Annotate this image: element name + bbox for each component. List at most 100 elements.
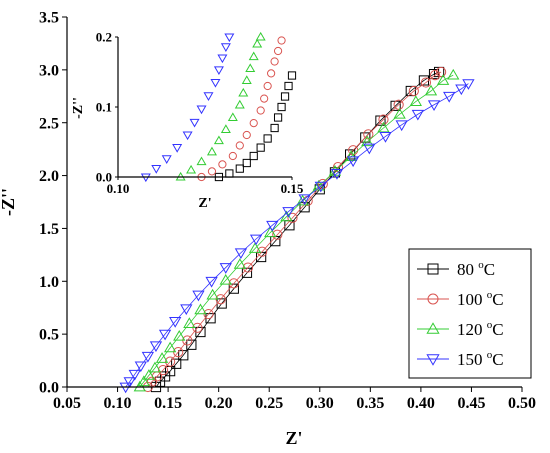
main-data-point bbox=[155, 352, 169, 363]
main-y-tick-label: 2.0 bbox=[39, 168, 59, 185]
main-series-line bbox=[155, 71, 440, 388]
inset-data-point bbox=[252, 38, 263, 48]
main-data-point bbox=[330, 169, 344, 180]
main-y-tick-label: 1.0 bbox=[39, 274, 59, 291]
main-data-point bbox=[150, 381, 162, 393]
legend-label-main: 100 bbox=[457, 290, 487, 309]
inset-data-point bbox=[207, 167, 217, 176]
main-data-point bbox=[119, 382, 132, 394]
main-x-tick-label: 0.25 bbox=[255, 395, 283, 412]
main-data-point bbox=[418, 75, 430, 86]
legend-label-unit: C bbox=[492, 350, 503, 369]
main-data-point bbox=[123, 377, 136, 389]
legend-label-degree: o bbox=[487, 319, 493, 331]
main-series-4 bbox=[119, 79, 475, 394]
main-data-point bbox=[159, 371, 171, 382]
inset-data-point bbox=[220, 43, 231, 52]
main-data-point bbox=[346, 156, 360, 168]
main-data-point bbox=[436, 74, 450, 85]
main-data-point bbox=[462, 79, 475, 90]
main-x-tick-label: 0.45 bbox=[457, 395, 485, 412]
main-data-point bbox=[345, 149, 356, 160]
main-y-tick-label: 3.0 bbox=[39, 62, 59, 79]
main-series-line bbox=[125, 83, 469, 388]
main-data-point bbox=[163, 341, 177, 353]
main-data-point bbox=[216, 298, 227, 309]
main-data-point bbox=[165, 356, 176, 367]
inset-data-point bbox=[218, 160, 227, 169]
legend-entry: 150 oC bbox=[417, 349, 504, 369]
main-y-tick-label: 3.5 bbox=[39, 10, 59, 27]
inset-y-tick-label: 0.1 bbox=[96, 100, 112, 115]
main-x-tick-label: 0.10 bbox=[104, 395, 132, 412]
main-data-point bbox=[427, 100, 441, 112]
inset-data-point bbox=[227, 112, 238, 122]
main-data-point bbox=[443, 91, 456, 103]
main-x-tick-label: 0.15 bbox=[154, 395, 182, 412]
inset-data-point bbox=[249, 119, 258, 128]
inset-x-axis-label: Z' bbox=[198, 196, 211, 211]
main-data-point bbox=[296, 194, 309, 206]
main-data-point bbox=[205, 313, 216, 324]
main-data-point bbox=[134, 361, 147, 373]
inset-data-point bbox=[255, 31, 266, 41]
inset-data-point bbox=[210, 78, 221, 88]
main-data-point bbox=[248, 242, 262, 253]
main-data-point bbox=[378, 114, 389, 125]
inset-data-point bbox=[270, 123, 279, 133]
main-data-point bbox=[447, 68, 460, 80]
legend-entry: 100 oC bbox=[417, 289, 504, 309]
inset-data-point bbox=[182, 131, 193, 141]
inset-data-point bbox=[196, 105, 207, 115]
legend-marker bbox=[426, 354, 440, 366]
main-data-point bbox=[137, 375, 150, 387]
main-data-point bbox=[173, 329, 186, 341]
inset-data-point bbox=[206, 146, 217, 156]
main-data-point bbox=[272, 229, 283, 240]
inset-data-point bbox=[242, 158, 251, 168]
inset-data-point bbox=[235, 164, 244, 173]
main-data-point bbox=[393, 99, 404, 110]
legend-label-main: 80 bbox=[457, 260, 478, 279]
main-data-point bbox=[171, 358, 182, 369]
inset-data-point bbox=[213, 135, 224, 145]
inset-series-1 bbox=[214, 71, 297, 182]
inset-data-point bbox=[220, 124, 231, 133]
inset-data-point bbox=[277, 102, 286, 112]
main-data-point bbox=[344, 150, 358, 161]
legend-marker bbox=[427, 293, 439, 305]
main-data-point bbox=[395, 120, 408, 132]
inset-data-point bbox=[235, 141, 244, 150]
inset-y-axis-label: -Z'' bbox=[71, 97, 86, 119]
main-data-point bbox=[142, 369, 156, 380]
legend-label-main: 150 bbox=[457, 350, 487, 369]
inset-data-point bbox=[280, 92, 290, 101]
main-data-point bbox=[360, 132, 371, 143]
main-data-point bbox=[363, 143, 376, 155]
main-data-point bbox=[183, 317, 196, 328]
legend-label: 150 oC bbox=[457, 349, 504, 369]
inset-data-point bbox=[228, 151, 237, 161]
legend-label: 80 oC bbox=[457, 259, 495, 279]
main-y-tick-label: 0.0 bbox=[39, 380, 59, 397]
main-data-point bbox=[205, 276, 218, 288]
inset-data-point bbox=[161, 155, 172, 164]
inset-plot: 0.10 0.15 0.0 0.1 0.2 Z' -Z'' bbox=[71, 30, 304, 211]
inset-data-point bbox=[256, 143, 265, 152]
main-data-point bbox=[233, 258, 247, 269]
legend-entry: 80 oC bbox=[417, 259, 495, 279]
legend-label-unit: C bbox=[492, 290, 503, 309]
inset-data-point bbox=[273, 113, 283, 122]
main-data-point bbox=[169, 317, 182, 328]
main-data-point bbox=[133, 380, 146, 392]
main-data-point bbox=[128, 369, 141, 381]
inset-series-3 bbox=[175, 31, 266, 181]
main-data-point bbox=[411, 109, 425, 121]
main-data-point bbox=[420, 77, 432, 88]
inset-data-point bbox=[172, 144, 183, 153]
main-data-point bbox=[377, 121, 390, 133]
inset-data-point bbox=[260, 94, 269, 103]
inset-data-point bbox=[203, 92, 214, 101]
